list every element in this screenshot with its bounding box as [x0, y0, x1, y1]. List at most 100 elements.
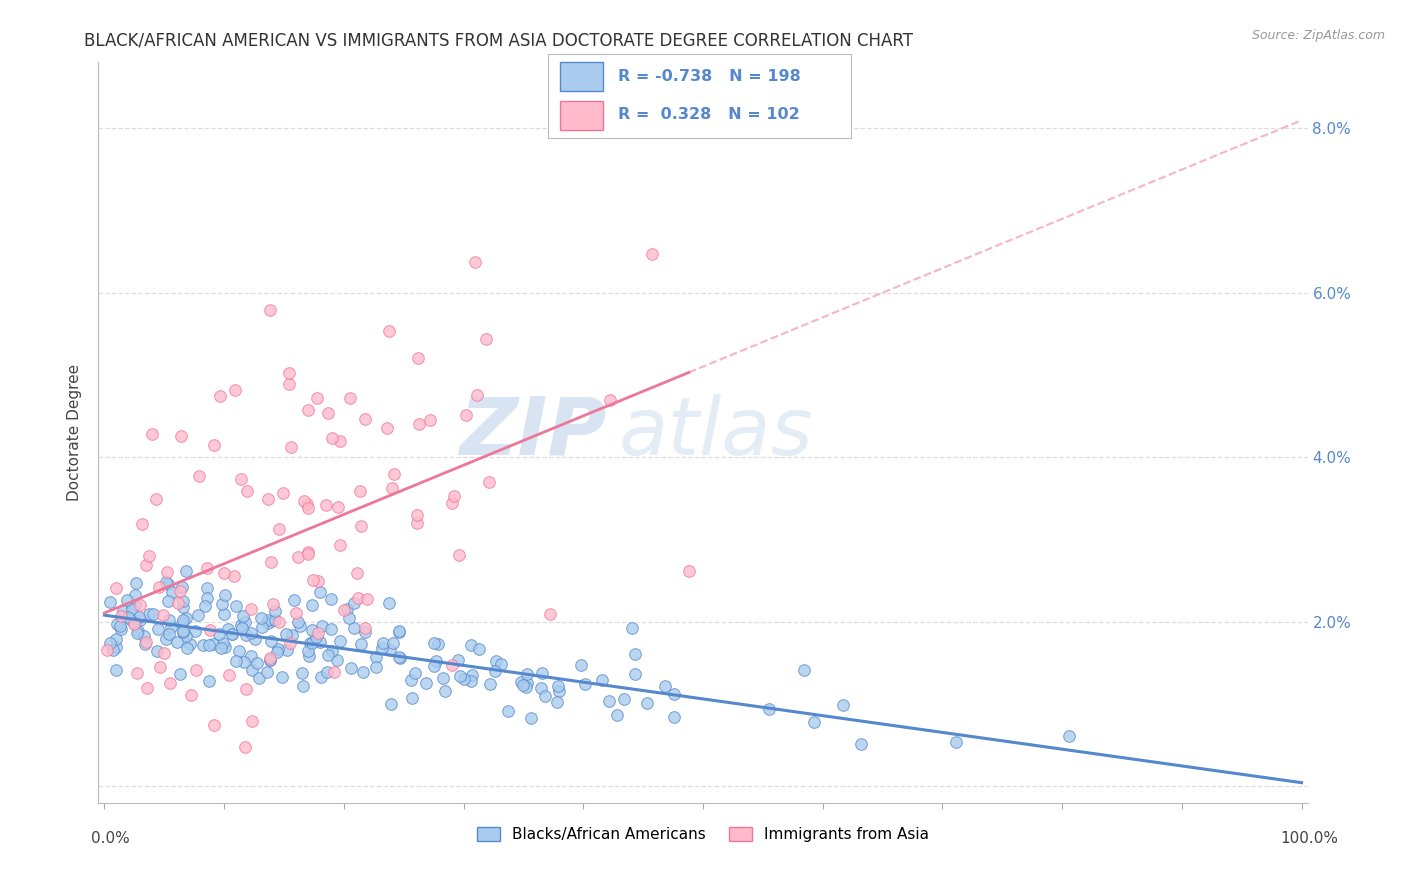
- Point: [641, 246, 664, 260]
- Point: [259, 653, 281, 667]
- Point: [146, 644, 169, 658]
- Point: [758, 702, 780, 716]
- Point: [225, 599, 247, 613]
- Point: [305, 391, 328, 405]
- Point: [187, 469, 209, 483]
- Point: [621, 621, 644, 635]
- Point: [401, 690, 423, 705]
- Point: [135, 634, 157, 648]
- Point: [290, 618, 312, 632]
- Point: [138, 607, 160, 622]
- Point: [153, 646, 176, 660]
- Text: atlas: atlas: [619, 393, 813, 472]
- Point: [311, 618, 333, 632]
- Point: [350, 518, 373, 533]
- Point: [173, 593, 195, 607]
- Point: [260, 555, 283, 569]
- Point: [195, 560, 218, 574]
- Point: [157, 613, 180, 627]
- Legend: Blacks/African Americans, Immigrants from Asia: Blacks/African Americans, Immigrants fro…: [471, 822, 935, 848]
- Point: [191, 638, 214, 652]
- Y-axis label: Doctorate Degree: Doctorate Degree: [67, 364, 83, 501]
- Point: [232, 608, 254, 623]
- Point: [346, 566, 368, 581]
- Point: [156, 594, 179, 608]
- Point: [172, 616, 194, 631]
- Point: [202, 437, 225, 451]
- Point: [271, 670, 294, 684]
- Point: [278, 366, 301, 380]
- Point: [256, 613, 278, 627]
- Point: [425, 654, 447, 668]
- Point: [98, 595, 121, 609]
- Point: [125, 626, 148, 640]
- Point: [468, 641, 491, 656]
- Point: [239, 602, 262, 616]
- Point: [271, 486, 294, 500]
- Point: [538, 607, 561, 622]
- Point: [138, 549, 160, 564]
- Point: [352, 665, 374, 679]
- Point: [316, 665, 339, 679]
- Point: [260, 634, 283, 648]
- Point: [388, 624, 411, 639]
- Point: [388, 649, 411, 664]
- Point: [149, 660, 172, 674]
- Point: [519, 711, 541, 725]
- Point: [160, 620, 183, 634]
- Point: [283, 593, 305, 607]
- Point: [343, 596, 366, 610]
- Point: [336, 601, 359, 615]
- Point: [264, 604, 287, 618]
- Point: [249, 671, 271, 685]
- Point: [98, 636, 121, 650]
- Point: [496, 704, 519, 718]
- Point: [636, 696, 658, 710]
- Point: [329, 539, 352, 553]
- Point: [260, 615, 283, 629]
- Point: [174, 628, 197, 642]
- Point: [221, 627, 243, 641]
- Point: [250, 620, 273, 634]
- Point: [195, 591, 218, 606]
- Point: [160, 585, 183, 599]
- Point: [1057, 729, 1080, 743]
- Point: [262, 597, 284, 611]
- Point: [366, 650, 388, 665]
- Point: [465, 388, 488, 402]
- Point: [172, 600, 194, 615]
- Point: [198, 623, 221, 637]
- Point: [426, 637, 449, 651]
- Point: [155, 574, 177, 589]
- Point: [169, 583, 191, 598]
- Point: [212, 636, 235, 650]
- Text: 100.0%: 100.0%: [1281, 831, 1339, 846]
- Point: [803, 714, 825, 729]
- Point: [316, 406, 339, 420]
- Point: [174, 610, 197, 624]
- Point: [297, 500, 319, 515]
- Point: [127, 624, 149, 639]
- Point: [419, 413, 441, 427]
- Point: [124, 588, 146, 602]
- Point: [404, 665, 426, 680]
- Point: [510, 675, 533, 690]
- Point: [382, 467, 405, 481]
- Point: [214, 640, 236, 654]
- Point: [793, 663, 815, 677]
- Point: [548, 683, 571, 698]
- Point: [256, 665, 278, 680]
- Point: [343, 621, 366, 635]
- Point: [276, 642, 298, 657]
- Point: [356, 592, 378, 607]
- Point: [128, 610, 150, 624]
- Point: [240, 714, 263, 728]
- Point: [187, 607, 209, 622]
- Point: [134, 637, 156, 651]
- Point: [292, 679, 315, 693]
- Point: [297, 402, 319, 417]
- Point: [202, 718, 225, 732]
- Point: [307, 574, 329, 589]
- Point: [166, 635, 188, 649]
- Point: [257, 491, 280, 506]
